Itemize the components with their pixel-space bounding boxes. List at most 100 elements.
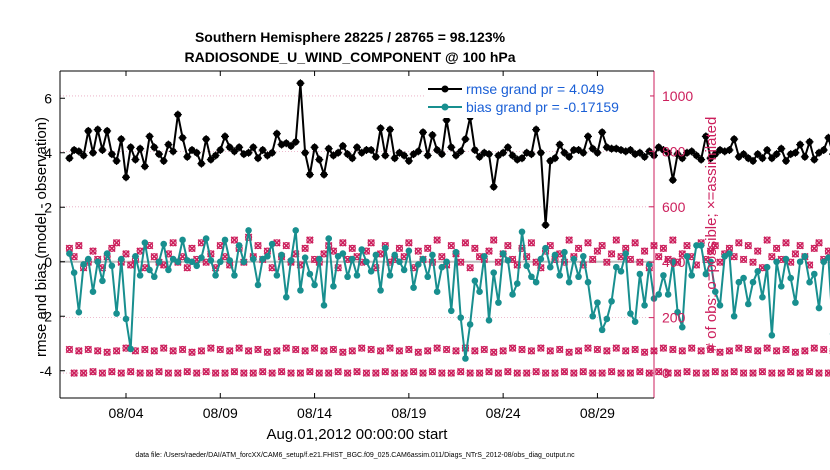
obs-count-lower-possible	[815, 369, 823, 377]
obs-count-lower-possible	[475, 369, 484, 377]
obs-count-lower-possible	[480, 345, 488, 354]
rmse-point	[485, 150, 493, 159]
obs-x-stroke	[664, 255, 672, 264]
bias-point	[122, 315, 130, 323]
obs-count-lower-possible	[721, 369, 729, 377]
bias-point	[660, 272, 667, 279]
obs-count-lower-assimilated	[405, 345, 413, 354]
obs-count-lower-possible	[292, 345, 300, 354]
obs-count-upper-assimilated	[489, 236, 498, 244]
obs-count-lower-possible	[202, 368, 210, 376]
obs-count-upper-assimilated	[659, 244, 668, 253]
obs-count-upper-assimilated	[735, 239, 743, 247]
obs-count-lower-assimilated	[546, 347, 555, 355]
rmse-point	[423, 151, 432, 160]
legend-bias-marker	[441, 103, 449, 111]
rmse-point	[579, 148, 588, 157]
obs-count-upper-assimilated	[796, 241, 804, 250]
obs-count-lower-possible	[678, 347, 686, 355]
obs-x-stroke	[598, 369, 606, 377]
obs-count-lower-possible	[801, 347, 809, 355]
obs-count-lower-possible	[117, 369, 125, 377]
obs-count-lower-assimilated	[683, 367, 691, 376]
obs-x-stroke	[122, 344, 130, 352]
obs-count-lower-possible	[353, 368, 361, 376]
obs-count-lower-possible	[782, 345, 790, 354]
bias-point	[231, 272, 238, 279]
obs-count-upper-possible	[603, 258, 611, 266]
rmse-point	[541, 220, 550, 229]
bias-point	[198, 254, 205, 261]
obs-count-lower-assimilated	[697, 347, 705, 355]
obs-count-lower-assimilated	[570, 369, 578, 377]
obs-count-upper-assimilated	[329, 247, 338, 255]
obs-x-stroke	[673, 369, 682, 377]
bias-point	[108, 262, 116, 270]
obs-count-lower-assimilated	[240, 369, 248, 377]
obs-count-lower-assimilated	[452, 347, 460, 355]
obs-count-lower-assimilated	[141, 345, 149, 354]
obs-x-stroke	[664, 369, 672, 377]
obs-x-stroke	[574, 244, 583, 253]
y-axis-label: rmse and bias (model - observation)	[33, 117, 50, 357]
obs-count-lower-possible	[98, 369, 107, 377]
obs-x-stroke	[339, 348, 347, 357]
obs-x-stroke	[122, 250, 130, 258]
obs-x-stroke	[386, 344, 394, 352]
obs-x-stroke	[669, 345, 677, 354]
rmse-point	[555, 140, 564, 149]
bias-point	[207, 257, 215, 264]
bias-point	[405, 247, 413, 255]
rmse-point	[749, 156, 757, 165]
y-tick-label: 6	[44, 90, 52, 106]
bias-point	[537, 255, 545, 263]
obs-count-lower-possible	[556, 345, 564, 354]
obs-count-upper-assimilated	[65, 244, 74, 253]
obs-x-stroke	[329, 247, 338, 255]
obs-count-lower-assimilated	[786, 367, 795, 376]
bias-point	[744, 300, 752, 308]
obs-x-stroke	[565, 348, 573, 357]
obs-count-upper-possible	[593, 247, 602, 255]
bias-point	[245, 227, 252, 234]
obs-count-lower-assimilated	[772, 347, 781, 355]
bias-point	[542, 244, 549, 252]
obs-x-stroke	[786, 367, 795, 376]
obs-count-lower-possible	[259, 368, 267, 376]
obs-x-stroke	[673, 258, 682, 266]
bias-point	[202, 235, 210, 242]
obs-count-lower-possible	[523, 369, 531, 377]
obs-count-lower-possible	[683, 368, 691, 376]
obs-count-lower-assimilated	[565, 348, 573, 357]
obs-count-lower-possible	[150, 347, 158, 355]
obs-x-stroke	[136, 247, 144, 255]
obs-count-lower-assimilated	[678, 347, 687, 355]
obs-x-stroke	[324, 369, 333, 377]
rmse-point	[235, 143, 244, 152]
obs-count-lower-possible	[127, 368, 135, 376]
bias-point	[410, 284, 417, 291]
obs-x-stroke	[367, 239, 375, 247]
obs-count-upper-possible	[339, 239, 347, 247]
bias-point	[556, 272, 564, 279]
obs-count-lower-assimilated	[343, 369, 352, 377]
obs-x-stroke	[725, 244, 734, 253]
rmse-point	[692, 151, 701, 160]
obs-count-lower-assimilated	[504, 367, 512, 376]
obs-count-lower-assimilated	[735, 344, 743, 352]
obs-count-upper-assimilated	[433, 236, 441, 244]
obs-count-lower-possible	[164, 369, 173, 377]
bias-point	[188, 258, 196, 266]
bias-point	[282, 293, 290, 301]
obs-x-stroke	[150, 252, 159, 261]
obs-count-upper-possible	[461, 239, 470, 247]
obs-count-lower-possible	[673, 369, 682, 377]
rmse-point	[763, 146, 772, 155]
rmse-point	[131, 155, 140, 164]
obs-count-upper-possible	[490, 236, 498, 244]
bias-point	[429, 251, 436, 259]
obs-count-upper-assimilated	[588, 255, 597, 264]
bias-point	[235, 242, 243, 249]
obs-count-lower-assimilated	[433, 344, 441, 352]
obs-count-lower-possible	[541, 369, 550, 377]
